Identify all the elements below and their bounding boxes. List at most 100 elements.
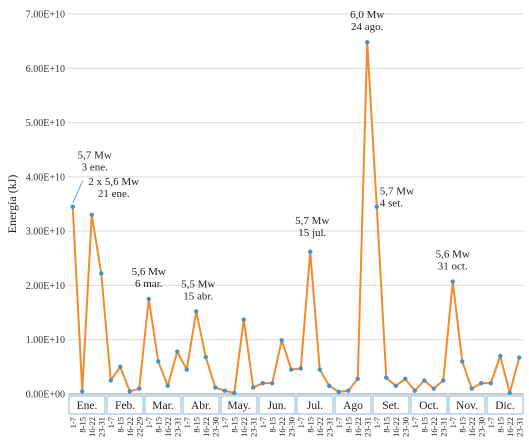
x-tick-label: 1-7 [182, 417, 192, 428]
y-tick-label: 0.00E+00 [26, 390, 65, 401]
month-box [182, 395, 220, 415]
month-label: Ene. [77, 400, 98, 412]
x-tick-label: 8-15 [495, 417, 505, 433]
data-point [241, 317, 246, 322]
annotation-label: 15 abr. [183, 290, 213, 302]
annotation-label: 5,5 Mw [181, 278, 215, 290]
data-point [270, 380, 275, 386]
data-point [308, 249, 313, 254]
x-tick-label: 16-22 [87, 417, 97, 437]
x-tick-label: 23-31 [324, 417, 334, 437]
annotation-label: 5,6 Mw [132, 266, 166, 278]
x-tick-label: 23-30 [476, 417, 486, 437]
data-point [393, 383, 398, 389]
annotation-label: 6 mar. [135, 278, 163, 290]
y-tick-label: 4.00E+10 [26, 172, 65, 183]
data-point [479, 380, 484, 386]
y-axis-label: Energía (kJ) [5, 175, 19, 234]
month-box [334, 395, 372, 415]
y-tick-label: 1.00E+10 [26, 335, 65, 346]
series-polyline [71, 41, 521, 394]
x-tick-label: 16-22 [429, 417, 439, 437]
data-point [374, 204, 379, 209]
x-tick-label: 23-30 [210, 417, 220, 437]
month-label: Abr. [191, 400, 211, 412]
annotation-label: 24 ago. [351, 21, 384, 33]
x-tick-label: 16-22 [201, 417, 211, 437]
data-point [260, 380, 265, 386]
data-point [412, 388, 417, 393]
month-label: Set. [382, 400, 400, 412]
data-point [175, 349, 180, 354]
x-tick-label: 16-22 [353, 417, 363, 437]
data-point [80, 389, 85, 394]
x-tick-label: 8-15 [457, 417, 467, 433]
data-point [289, 367, 294, 372]
data-point [222, 388, 227, 393]
x-tick-label: 1-7 [106, 417, 116, 428]
x-tick-label: 8-15 [343, 417, 353, 433]
x-tick-label: 1-7 [220, 417, 230, 428]
month-label: May. [227, 400, 250, 412]
month-box [220, 395, 258, 415]
data-point [213, 385, 218, 390]
month-box [410, 395, 448, 415]
annotation-label: 31 oct. [438, 261, 468, 273]
x-tick-label: 1-7 [410, 417, 420, 428]
y-tick-label: 7.00E+10 [26, 10, 65, 21]
data-point [336, 389, 341, 395]
month-box [372, 395, 410, 415]
data-point [460, 359, 465, 364]
data-point [203, 354, 208, 360]
x-tick-label: 16-22 [391, 417, 401, 437]
y-tick-label: 5.00E+10 [26, 118, 65, 129]
x-tick-label: 8-15 [77, 417, 87, 433]
data-point [89, 212, 94, 218]
x-tick-label: 1-7 [258, 417, 268, 428]
data-point [488, 380, 493, 386]
data-point [298, 366, 303, 371]
data-point [108, 378, 113, 383]
data-point [146, 296, 151, 302]
x-tick-label: 8-15 [153, 417, 163, 433]
data-point [70, 204, 75, 209]
month-label: Feb. [115, 400, 135, 412]
data-point [251, 385, 256, 390]
data-point [184, 367, 189, 372]
month-label: Mar. [152, 400, 174, 412]
month-box [296, 395, 334, 415]
data-point [346, 388, 351, 393]
data-point [156, 359, 161, 364]
x-tick-label: 23-31 [362, 417, 372, 437]
x-tick-label: 23-30 [286, 417, 296, 437]
annotation-label: 5,7 Mw [295, 215, 329, 227]
x-tick-label: 8-15 [381, 417, 391, 433]
x-tick-label: 8-15 [191, 417, 201, 433]
x-tick-label: 1-7 [486, 417, 496, 428]
x-tick-label: 16-22 [277, 417, 287, 437]
data-point [384, 375, 389, 380]
x-tick-label: 16-22 [125, 417, 135, 437]
y-axis-ticks: 0.00E+00 1.00E+10 2.00E+10 3.00E+10 4.00E+10… [26, 10, 65, 401]
x-tick-label: 1-7 [144, 417, 154, 428]
data-point [194, 309, 199, 314]
data-point [441, 378, 446, 383]
annotation-label: 5,7 Mw [380, 186, 414, 198]
x-tick-label: 23-30 [400, 417, 410, 437]
data-point [517, 355, 522, 360]
month-box [144, 395, 182, 415]
month-label: Oct. [419, 400, 439, 412]
x-tick-label: 16-22 [163, 417, 173, 437]
annotation-label: 6,0 Mw [350, 9, 384, 21]
x-tick-label: 1-7 [372, 417, 382, 428]
annotation-label: 2 x 5,6 Mw [88, 176, 139, 188]
data-point [118, 364, 123, 370]
x-tick-label: 1-7 [68, 417, 78, 428]
data-point [137, 386, 142, 391]
annotation-label: 3 ene. [82, 162, 109, 174]
x-tick-label: 23-31 [96, 417, 106, 437]
data-point [507, 390, 512, 396]
